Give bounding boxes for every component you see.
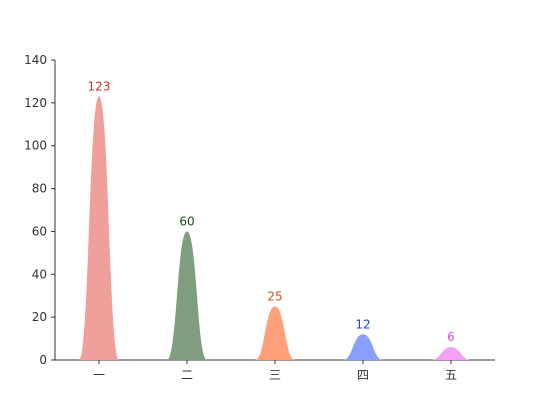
data-label: 25 <box>267 289 282 303</box>
bar-3 <box>255 306 295 360</box>
y-tick-label: 0 <box>39 353 47 367</box>
bar-5 <box>431 347 471 360</box>
bars <box>79 96 471 360</box>
y-tick-label: 120 <box>24 96 47 110</box>
bar-2 <box>167 231 207 360</box>
x-tick-label: 五 <box>445 368 457 382</box>
bar-4 <box>343 334 383 360</box>
data-label: 6 <box>447 330 455 344</box>
bar-1 <box>79 96 119 360</box>
y-axis: 0 20 40 60 80 100 120 140 <box>24 53 56 367</box>
data-labels: 123 60 25 12 6 <box>88 79 455 344</box>
data-label: 60 <box>179 214 194 228</box>
x-tick-label: 二 <box>181 368 193 382</box>
y-tick-label: 140 <box>24 53 47 67</box>
x-axis: 一二三四五 <box>55 359 495 382</box>
x-tick-label: 四 <box>357 368 369 382</box>
y-tick-label: 80 <box>32 182 47 196</box>
data-label: 123 <box>88 79 111 93</box>
y-tick-label: 60 <box>32 224 47 238</box>
x-tick-label: 三 <box>269 368 281 382</box>
y-tick-label: 100 <box>24 139 47 153</box>
y-tick-label: 20 <box>32 310 47 324</box>
y-tick-label: 40 <box>32 267 47 281</box>
data-label: 12 <box>355 317 370 331</box>
x-tick-label: 一 <box>93 368 105 382</box>
